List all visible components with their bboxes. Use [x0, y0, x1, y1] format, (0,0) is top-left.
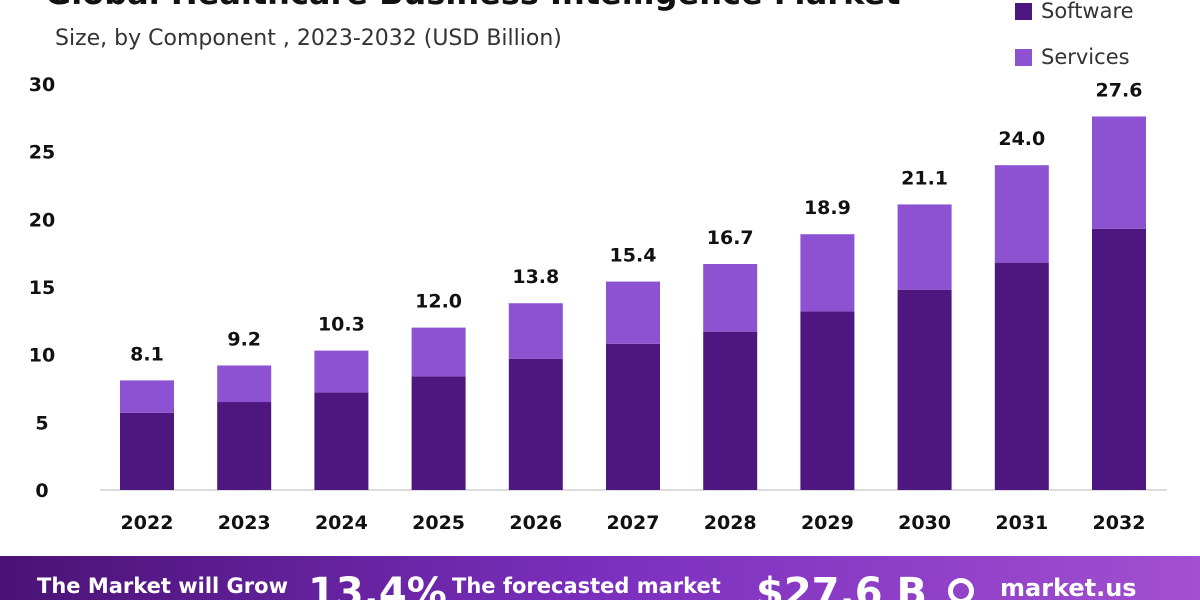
bar-services: [800, 234, 855, 312]
y-tick-label: 0: [35, 480, 48, 502]
legend-item-services: Services: [1015, 34, 1134, 80]
bar-software: [800, 311, 855, 490]
bottom-banner: The Market will Grow 13.4% The forecaste…: [0, 556, 1200, 600]
chart-subtitle: Size, by Component , 2023-2032 (USD Bill…: [55, 26, 562, 51]
bar-services: [120, 380, 174, 413]
data-label: 13.8: [512, 266, 559, 288]
bar-software: [994, 262, 1049, 490]
y-tick-label: 5: [35, 412, 48, 434]
bar-services: [1092, 116, 1146, 229]
data-label: 18.9: [804, 197, 851, 219]
banner-logo-text: market.us: [1000, 574, 1137, 600]
y-tick-label: 15: [29, 277, 55, 299]
bar-services: [508, 303, 563, 359]
bar-software: [703, 331, 758, 490]
bar-services: [703, 263, 758, 332]
banner-forecast-text: The forecasted market: [452, 574, 721, 598]
bar-software: [314, 392, 369, 490]
banner-cagr: 13.4%: [308, 570, 447, 600]
y-tick-label: 10: [29, 345, 55, 367]
data-label: 16.7: [707, 227, 754, 249]
x-tick-label: 2030: [898, 512, 951, 534]
bar-services: [897, 204, 952, 290]
bar-software: [508, 358, 563, 490]
y-tick-label: 25: [29, 142, 55, 164]
data-label: 15.4: [610, 245, 657, 267]
x-tick-label: 2031: [995, 512, 1048, 534]
y-tick-label: 20: [29, 209, 55, 231]
data-label: 9.2: [227, 328, 261, 350]
data-label: 24.0: [998, 128, 1045, 150]
bar-software: [120, 412, 174, 490]
banner-grow-text: The Market will Grow: [37, 574, 288, 598]
legend-label-services: Services: [1041, 45, 1130, 69]
legend-swatch-software: [1015, 2, 1032, 20]
data-label: 10.3: [318, 314, 365, 336]
bar-chart: 0510152025308.120229.2202310.3202412.020…: [29, 74, 1167, 534]
bar-services: [606, 281, 660, 344]
data-label: 27.6: [1096, 79, 1143, 101]
x-tick-label: 2026: [509, 512, 562, 534]
x-tick-label: 2027: [607, 512, 660, 534]
x-tick-label: 2024: [315, 512, 368, 534]
bar-software: [411, 376, 466, 490]
bar-software: [1092, 228, 1146, 490]
bar-services: [411, 327, 466, 377]
legend-label-software: Software: [1041, 0, 1134, 23]
data-label: 12.0: [415, 291, 462, 313]
bar-services: [314, 350, 369, 393]
x-tick-label: 2032: [1093, 512, 1146, 534]
x-tick-label: 2023: [218, 512, 271, 534]
bar-services: [994, 165, 1049, 263]
x-tick-label: 2025: [412, 512, 465, 534]
bar-software: [606, 343, 660, 490]
x-tick-label: 2022: [121, 512, 174, 534]
data-label: 21.1: [901, 167, 948, 189]
chart-title: Global Healthcare Business Intelligence …: [45, 0, 900, 12]
market-us-logo-icon: [948, 578, 974, 600]
banner-forecast-value: $27.6 B: [756, 570, 927, 600]
bar-software: [217, 402, 272, 490]
y-tick-label: 30: [29, 74, 55, 96]
legend: Software Services: [1015, 0, 1134, 80]
x-tick-label: 2029: [801, 512, 854, 534]
bar-software: [897, 289, 952, 490]
bar-services: [217, 365, 272, 403]
data-label: 8.1: [130, 343, 164, 365]
x-tick-label: 2028: [704, 512, 757, 534]
legend-swatch-services: [1015, 48, 1032, 66]
legend-item-software: Software: [1015, 0, 1134, 34]
